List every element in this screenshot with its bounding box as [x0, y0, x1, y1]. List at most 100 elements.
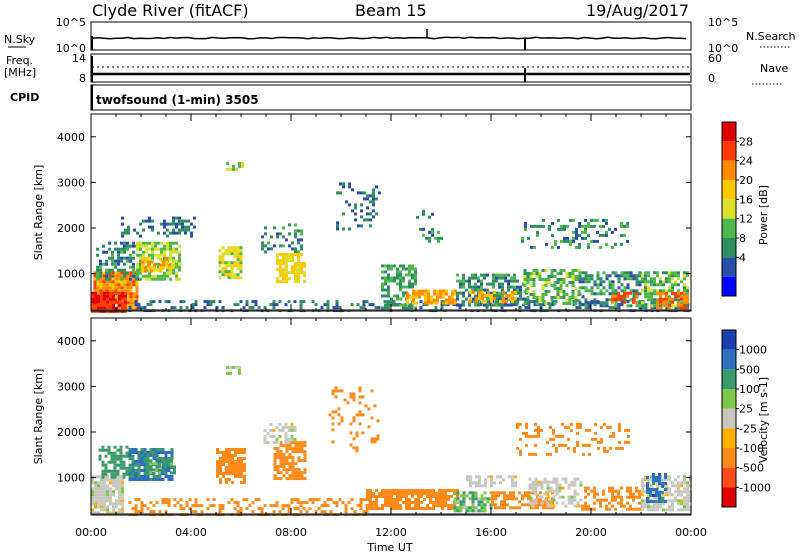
velocity-cell — [399, 498, 402, 501]
velocity-cell — [234, 448, 237, 451]
velocity-cell — [652, 494, 655, 497]
power-cell — [614, 274, 618, 278]
power-cell — [479, 303, 483, 307]
velocity-cell — [668, 505, 671, 509]
velocity-cell — [243, 478, 246, 481]
power-cell — [424, 295, 427, 299]
velocity-cell — [491, 494, 494, 498]
velocity-cell — [543, 492, 547, 496]
velocity-cell — [240, 472, 243, 475]
velocity-cell — [483, 491, 487, 495]
velocity-cell — [612, 431, 615, 435]
velocity-cell — [128, 463, 132, 467]
velocity-cell — [414, 489, 417, 492]
power-cell — [516, 288, 519, 292]
velocity-cell — [539, 503, 542, 507]
velocity-cell — [251, 510, 255, 514]
power-cell — [294, 229, 297, 233]
nave-tick-high: 60 — [708, 52, 722, 65]
velocity-cell — [518, 506, 521, 510]
velocity-cell — [393, 507, 396, 510]
velocity-cell — [584, 489, 587, 493]
power-cell — [608, 274, 612, 278]
power-cell — [565, 275, 569, 278]
power-cell — [120, 274, 124, 278]
power-cell — [144, 257, 147, 261]
power-cell — [680, 291, 683, 295]
velocity-cell — [686, 493, 689, 497]
power-cell — [105, 271, 108, 275]
power-cell — [623, 298, 627, 302]
velocity-cell — [384, 501, 387, 504]
power-cell — [160, 241, 163, 245]
velocity-cell — [402, 495, 405, 498]
velocity-cell — [411, 495, 414, 498]
velocity-cell — [284, 422, 288, 426]
power-cell — [300, 262, 303, 266]
power-cell — [108, 274, 112, 278]
power-cell — [611, 306, 615, 310]
velocity-cell — [260, 510, 264, 514]
power-cell — [427, 295, 430, 299]
power-cell — [571, 278, 575, 281]
power-cell — [384, 294, 387, 298]
power-cell — [300, 253, 303, 257]
power-cell — [129, 298, 133, 302]
power-cell — [151, 225, 154, 229]
velocity-cell — [373, 404, 377, 408]
velocity-cell — [417, 495, 420, 498]
velocity-cell — [652, 476, 655, 479]
velocity-cell — [233, 501, 237, 505]
velocity-cell — [200, 510, 204, 514]
power-cell — [587, 301, 591, 305]
power-cell — [644, 303, 648, 307]
velocity-cell — [221, 504, 225, 508]
velocity-cell — [323, 504, 327, 508]
power-cell — [626, 300, 630, 304]
power-cell — [124, 303, 127, 307]
power-cell — [105, 274, 108, 278]
velocity-cell — [91, 475, 94, 479]
velocity-cell — [564, 425, 567, 429]
velocity-cell — [337, 422, 341, 426]
velocity-cell — [118, 490, 121, 494]
power-cell — [127, 228, 130, 232]
power-cell — [665, 300, 668, 304]
power-cell — [257, 306, 261, 310]
power-cell — [272, 303, 276, 307]
velocity-cell — [302, 507, 306, 511]
power-cell — [501, 288, 504, 292]
power-cell — [387, 267, 390, 271]
power-cell — [683, 274, 686, 278]
power-cell — [507, 303, 510, 307]
velocity-cell — [100, 493, 103, 497]
velocity-cell — [632, 492, 635, 496]
velocity-cell — [112, 502, 115, 506]
power-cell — [285, 256, 288, 260]
power-cell — [498, 276, 501, 280]
velocity-cell — [134, 451, 138, 454]
nsky-trace — [91, 36, 687, 40]
power-cell — [556, 296, 560, 299]
power-cell — [232, 167, 235, 171]
velocity-cell — [649, 488, 652, 491]
power-cell — [544, 302, 548, 305]
power-cell — [629, 304, 633, 308]
power-cell — [126, 259, 129, 263]
power-cell — [142, 244, 145, 248]
power-cell — [578, 224, 581, 228]
velocity-cell — [539, 491, 542, 495]
velocity-cell — [515, 506, 518, 510]
velocity-cell — [486, 500, 490, 504]
velocity-cell — [107, 460, 111, 464]
power-cell — [157, 256, 160, 260]
velocity-cell — [531, 483, 535, 487]
power-cell — [626, 274, 630, 278]
power-cell — [599, 292, 603, 296]
velocity-cell — [240, 466, 243, 469]
velocity-cell — [641, 478, 644, 482]
power-cell — [587, 245, 590, 249]
power-cell — [224, 264, 228, 268]
velocity-cell — [587, 507, 590, 511]
power-cell — [459, 303, 462, 307]
